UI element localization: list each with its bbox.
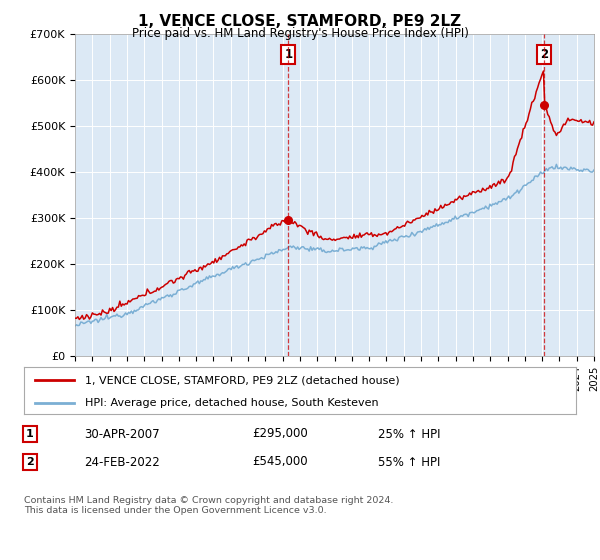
Text: HPI: Average price, detached house, South Kesteven: HPI: Average price, detached house, Sout… <box>85 398 379 408</box>
Text: £545,000: £545,000 <box>252 455 308 469</box>
Text: 1, VENCE CLOSE, STAMFORD, PE9 2LZ: 1, VENCE CLOSE, STAMFORD, PE9 2LZ <box>139 14 461 29</box>
Text: 1, VENCE CLOSE, STAMFORD, PE9 2LZ (detached house): 1, VENCE CLOSE, STAMFORD, PE9 2LZ (detac… <box>85 375 400 385</box>
Text: 25% ↑ HPI: 25% ↑ HPI <box>378 427 440 441</box>
Text: 55% ↑ HPI: 55% ↑ HPI <box>378 455 440 469</box>
Text: 2: 2 <box>540 48 548 61</box>
Text: £295,000: £295,000 <box>252 427 308 441</box>
Text: 24-FEB-2022: 24-FEB-2022 <box>84 455 160 469</box>
Text: 1: 1 <box>284 48 292 61</box>
Text: 1: 1 <box>26 429 34 439</box>
Text: Contains HM Land Registry data © Crown copyright and database right 2024.
This d: Contains HM Land Registry data © Crown c… <box>24 496 394 515</box>
Text: 2: 2 <box>26 457 34 467</box>
Text: 30-APR-2007: 30-APR-2007 <box>84 427 160 441</box>
Text: Price paid vs. HM Land Registry's House Price Index (HPI): Price paid vs. HM Land Registry's House … <box>131 27 469 40</box>
